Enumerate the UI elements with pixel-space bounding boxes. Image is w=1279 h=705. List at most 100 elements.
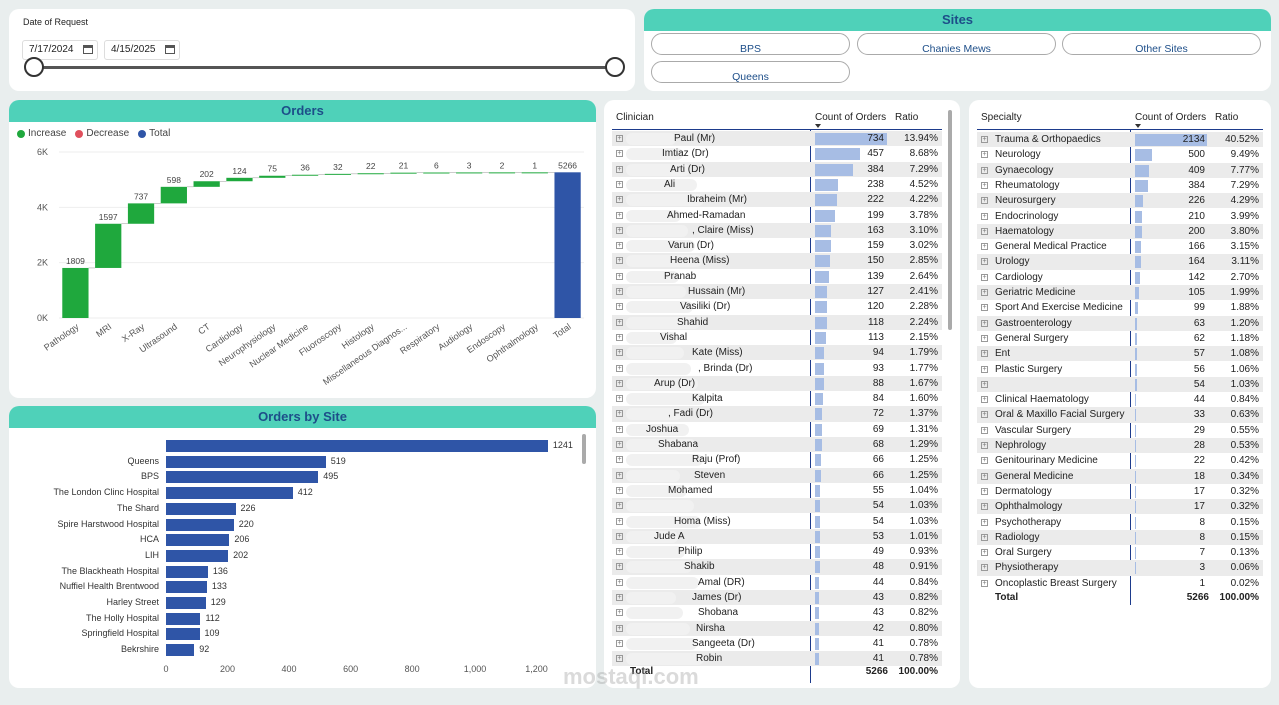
expand-icon[interactable]: + bbox=[616, 318, 623, 326]
table-row[interactable]: + Nirsha 42 0.80% bbox=[612, 620, 942, 636]
table-row[interactable]: + Rheumatology 384 7.29% bbox=[977, 178, 1263, 193]
table-row[interactable]: + Raju (Prof) 66 1.25% bbox=[612, 452, 942, 467]
expand-icon[interactable]: + bbox=[981, 319, 988, 327]
waterfall-bar-13[interactable] bbox=[488, 172, 516, 174]
expand-icon[interactable]: + bbox=[616, 379, 623, 387]
table-row[interactable]: + Psychotherapy 8 0.15% bbox=[977, 515, 1263, 530]
table-row[interactable]: + Kalpita 84 1.60% bbox=[612, 391, 942, 406]
waterfall-bar-6[interactable] bbox=[259, 175, 286, 178]
expand-icon[interactable]: + bbox=[616, 471, 623, 479]
specialty-count-header[interactable]: Count of Orders bbox=[1135, 112, 1207, 123]
table-row[interactable]: + Ali 238 4.52% bbox=[612, 177, 942, 192]
table-row[interactable]: + Sport And Exercise Medicine 99 1.88% bbox=[977, 300, 1263, 315]
table-row[interactable]: + Shakib 48 0.91% bbox=[612, 559, 942, 575]
table-row[interactable]: + Robin 41 0.78% bbox=[612, 651, 942, 667]
table-row[interactable]: +54 1.03% bbox=[977, 376, 1263, 393]
expand-icon[interactable]: + bbox=[981, 227, 988, 235]
expand-icon[interactable]: + bbox=[616, 486, 623, 494]
specialty-header[interactable]: Specialty bbox=[981, 112, 1022, 123]
expand-icon[interactable]: + bbox=[981, 472, 988, 480]
expand-icon[interactable]: + bbox=[616, 333, 623, 341]
table-row[interactable]: + Vasiliki (Dr) 120 2.28% bbox=[612, 299, 942, 314]
site-option-chanies-mews[interactable]: Chanies Mews bbox=[857, 33, 1056, 55]
expand-icon[interactable]: + bbox=[616, 624, 623, 632]
date-slider-track[interactable] bbox=[34, 66, 614, 69]
table-row[interactable]: + Urology 164 3.11% bbox=[977, 254, 1263, 270]
expand-icon[interactable]: + bbox=[616, 226, 623, 234]
table-row[interactable]: + General Medical Practice 166 3.15% bbox=[977, 239, 1263, 254]
table-row[interactable]: + Varun (Dr) 159 3.02% bbox=[612, 238, 942, 253]
sort-arrow-icon[interactable] bbox=[1135, 124, 1141, 128]
expand-icon[interactable]: + bbox=[616, 242, 623, 250]
table-row[interactable]: + Gynaecology 409 7.77% bbox=[977, 162, 1263, 178]
expand-icon[interactable]: + bbox=[616, 364, 623, 372]
expand-icon[interactable]: + bbox=[616, 517, 623, 525]
waterfall-bar-12[interactable] bbox=[456, 172, 483, 174]
waterfall-bar-1[interactable] bbox=[95, 223, 122, 268]
clinician-header[interactable]: Clinician bbox=[616, 112, 654, 123]
expand-icon[interactable]: + bbox=[981, 518, 988, 526]
table-row[interactable]: + Genitourinary Medicine 22 0.42% bbox=[977, 453, 1263, 468]
table-row[interactable]: + Shabana 68 1.29% bbox=[612, 437, 942, 453]
expand-icon[interactable]: + bbox=[616, 410, 623, 418]
waterfall-bar-14[interactable] bbox=[521, 172, 548, 174]
table-row[interactable]: + Ibraheim (Mr) 222 4.22% bbox=[612, 192, 942, 208]
table-row[interactable]: + Nephrology 28 0.53% bbox=[977, 438, 1263, 454]
table-row[interactable]: + Oral & Maxillo Facial Surgery 33 0.63% bbox=[977, 407, 1263, 423]
table-row[interactable]: +54 1.03% bbox=[612, 498, 942, 514]
table-row[interactable]: + Shahid 118 2.24% bbox=[612, 314, 942, 330]
expand-icon[interactable]: + bbox=[981, 304, 988, 312]
expand-icon[interactable]: + bbox=[981, 334, 988, 342]
table-row[interactable]: + Ahmed-Ramadan 199 3.78% bbox=[612, 208, 942, 223]
table-row[interactable]: + Arup (Dr) 88 1.67% bbox=[612, 375, 942, 392]
expand-icon[interactable]: + bbox=[616, 196, 623, 204]
start-date-input[interactable]: 7/17/2024 bbox=[22, 40, 98, 60]
expand-icon[interactable]: + bbox=[616, 639, 623, 647]
table-row[interactable]: + Jude A 53 1.01% bbox=[612, 528, 942, 545]
legend-increase[interactable]: Increase bbox=[17, 128, 66, 139]
clinician-count-header[interactable]: Count of Orders bbox=[815, 112, 887, 123]
waterfall-bar-5[interactable] bbox=[226, 177, 253, 182]
expand-icon[interactable]: + bbox=[981, 442, 988, 449]
expand-icon[interactable]: + bbox=[616, 395, 623, 403]
date-slider-start-handle[interactable] bbox=[24, 57, 44, 77]
table-row[interactable]: + Hussain (Mr) 127 2.41% bbox=[612, 284, 942, 300]
table-row[interactable]: + Gastroenterology 63 1.20% bbox=[977, 315, 1263, 331]
expand-icon[interactable]: + bbox=[616, 578, 623, 586]
expand-icon[interactable]: + bbox=[616, 211, 623, 219]
waterfall-bar-0[interactable] bbox=[62, 267, 89, 318]
expand-icon[interactable]: + bbox=[616, 425, 623, 433]
expand-icon[interactable]: + bbox=[616, 272, 623, 280]
site-chart-scrollbar[interactable] bbox=[582, 434, 586, 464]
waterfall-bar-11[interactable] bbox=[423, 172, 450, 174]
expand-icon[interactable]: + bbox=[616, 150, 623, 158]
table-row[interactable]: + Oncoplastic Breast Surgery 1 0.02% bbox=[977, 576, 1263, 591]
expand-icon[interactable]: + bbox=[981, 258, 988, 266]
expand-icon[interactable]: + bbox=[981, 350, 988, 358]
expand-icon[interactable]: + bbox=[616, 502, 623, 510]
expand-icon[interactable]: + bbox=[616, 303, 623, 311]
expand-icon[interactable]: + bbox=[981, 197, 988, 205]
table-row[interactable]: + Philip 49 0.93% bbox=[612, 544, 942, 559]
site-bar[interactable] bbox=[166, 597, 206, 609]
waterfall-bar-15[interactable] bbox=[554, 172, 581, 318]
expand-icon[interactable]: + bbox=[616, 288, 623, 295]
expand-icon[interactable]: + bbox=[616, 257, 623, 265]
expand-icon[interactable]: + bbox=[616, 594, 623, 601]
expand-icon[interactable]: + bbox=[981, 166, 988, 174]
site-option-bps[interactable]: BPS bbox=[651, 33, 850, 55]
site-bar[interactable] bbox=[166, 502, 236, 515]
table-row[interactable]: + Arti (Dr) 384 7.29% bbox=[612, 161, 942, 177]
table-row[interactable]: + Kate (Miss) 94 1.79% bbox=[612, 345, 942, 361]
table-row[interactable]: + Clinical Haematology 44 0.84% bbox=[977, 392, 1263, 407]
table-row[interactable]: + Shobana 43 0.82% bbox=[612, 605, 942, 620]
waterfall-bar-3[interactable] bbox=[160, 186, 187, 204]
expand-icon[interactable]: + bbox=[981, 212, 988, 220]
table-row[interactable]: + Neurology 500 9.49% bbox=[977, 147, 1263, 162]
site-bar[interactable] bbox=[166, 612, 201, 625]
site-bar[interactable] bbox=[166, 581, 207, 594]
site-bar[interactable] bbox=[166, 440, 548, 452]
expand-icon[interactable]: + bbox=[616, 532, 623, 540]
table-row[interactable]: + Mohamed 55 1.04% bbox=[612, 483, 942, 498]
expand-icon[interactable]: + bbox=[616, 135, 623, 142]
